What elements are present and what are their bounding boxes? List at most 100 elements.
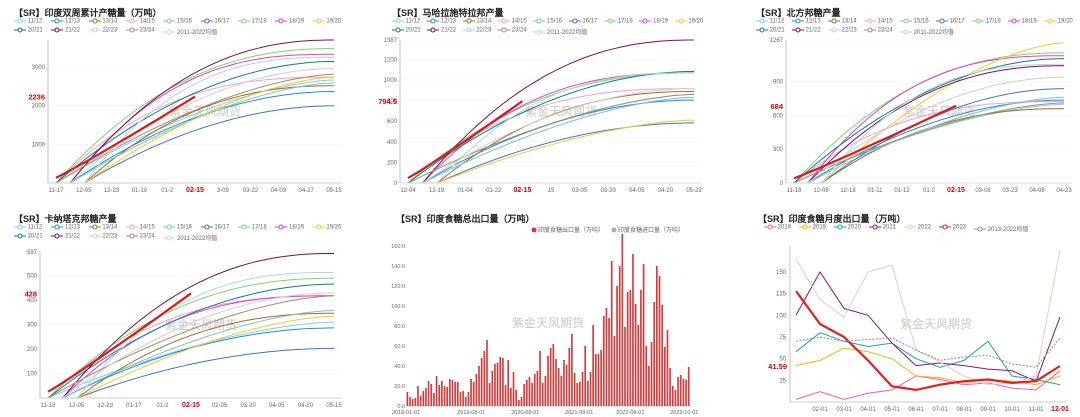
legend-label: 22/23 xyxy=(840,27,857,34)
legend-item[interactable]: 2011-2022均值 xyxy=(900,27,954,36)
legend-item[interactable]: 15/16 xyxy=(900,18,929,25)
legend-item[interactable]: 2020 xyxy=(834,224,861,231)
bar xyxy=(584,346,587,406)
y-tick-label: 2000 xyxy=(32,104,46,110)
x-tick-label: 03-23 xyxy=(1002,188,1018,194)
legend-item[interactable]: 15/16 xyxy=(533,18,562,25)
legend-item[interactable]: 11/12 xyxy=(14,224,42,231)
legend-item[interactable]: 16/17 xyxy=(936,18,965,25)
bar xyxy=(608,318,610,406)
legend-item[interactable]: 20/21 xyxy=(756,27,785,34)
legend-label: 13/14 xyxy=(100,224,118,231)
legend-item[interactable]: 17/18 xyxy=(604,18,633,25)
legend-item[interactable]: 2023 xyxy=(939,224,966,231)
legend-item[interactable]: 2013-2022均值 xyxy=(974,224,1028,233)
legend-item[interactable]: 22/23 xyxy=(828,27,857,34)
legend-item[interactable]: 13/14 xyxy=(88,18,117,25)
legend-item[interactable]: 17/18 xyxy=(238,18,267,25)
bar xyxy=(663,347,666,406)
bar xyxy=(605,308,608,406)
legend-item[interactable]: 19/20 xyxy=(1044,18,1073,25)
bar xyxy=(409,397,411,406)
legend-item[interactable]: 2011-2022均值 xyxy=(163,233,217,242)
legend-item[interactable]: 12/13 xyxy=(792,18,821,25)
legend-item[interactable]: 18/19 xyxy=(275,18,304,25)
legend-item[interactable]: 2021 xyxy=(869,224,896,231)
bar xyxy=(579,382,581,406)
legend-item[interactable]: 15/16 xyxy=(163,224,192,231)
y-tick-label: 50 xyxy=(779,357,786,363)
legend-item[interactable]: 19/20 xyxy=(312,224,341,231)
legend-item[interactable]: 13/14 xyxy=(462,18,491,25)
bar xyxy=(560,376,563,406)
chart-panel-india: 【SR】印度双周累计产糖量（万吨） 11/12 12/13 13/14 14/1… xyxy=(0,0,350,205)
legend-item[interactable]: 21/22 xyxy=(51,233,80,240)
bar xyxy=(613,336,616,406)
chart-legend: 11/12 12/13 13/14 14/15 15/16 16/17 17/1… xyxy=(14,224,350,244)
legend-item[interactable]: 19/20 xyxy=(312,18,341,25)
legend-item[interactable]: 11/12 xyxy=(756,18,784,25)
series-line xyxy=(795,271,1061,382)
legend-item[interactable]: 22/23 xyxy=(88,233,117,240)
series-line xyxy=(56,91,335,184)
current-season-line xyxy=(55,95,196,179)
legend-item[interactable]: 21/22 xyxy=(792,27,821,34)
legend-item[interactable]: 14/15 xyxy=(126,18,155,25)
legend-item[interactable]: 12/13 xyxy=(51,18,80,25)
legend-item[interactable]: 14/15 xyxy=(864,18,893,25)
series-line xyxy=(407,71,694,184)
legend-item[interactable]: 21/22 xyxy=(51,27,80,34)
legend-item[interactable]: 13/14 xyxy=(828,18,857,25)
legend-item[interactable]: 18/19 xyxy=(1008,18,1037,25)
legend-item[interactable]: 2018 xyxy=(764,224,791,231)
legend-item[interactable]: 23/24 xyxy=(126,27,155,34)
series-line xyxy=(793,102,1065,184)
legend-item[interactable]: 20/21 xyxy=(392,27,421,34)
legend-item[interactable]: 11/12 xyxy=(392,18,420,25)
legend-item[interactable]: 22/23 xyxy=(88,27,117,34)
legend-item[interactable]: 印度食糖出口量（万吨） xyxy=(530,225,604,234)
legend-item[interactable]: 12/13 xyxy=(427,18,456,25)
bar xyxy=(459,392,462,406)
legend-item[interactable]: 21/22 xyxy=(427,27,456,34)
legend-item[interactable]: 2022 xyxy=(904,224,931,231)
series-line xyxy=(56,76,335,184)
legend-label: 12/13 xyxy=(63,18,81,25)
legend-item[interactable]: 19/20 xyxy=(674,18,703,25)
legend-label: 22/23 xyxy=(474,27,492,34)
bar xyxy=(488,383,491,406)
legend-item[interactable]: 20/21 xyxy=(14,233,43,240)
legend-label: 21/22 xyxy=(439,27,457,34)
chart-title: 【SR】印度食糖总出口量（万吨） xyxy=(396,214,535,224)
legend-item[interactable]: 17/18 xyxy=(238,224,267,231)
legend-item[interactable]: 18/19 xyxy=(639,18,668,25)
legend-item[interactable]: 11/12 xyxy=(14,18,42,25)
legend-item[interactable]: 23/24 xyxy=(498,27,527,34)
bar xyxy=(573,373,576,406)
chart-plot: 150 125 100 75 50 25 02-01 03-01 04-01 05-01 06-01… xyxy=(768,246,1069,413)
bar xyxy=(518,400,520,406)
chart-legend: 11/12 12/13 13/14 14/15 15/16 16/17 17/1… xyxy=(756,18,1080,38)
legend-item[interactable]: 23/24 xyxy=(126,233,155,240)
legend-item[interactable]: 22/23 xyxy=(462,27,492,34)
legend-item[interactable]: 2019 xyxy=(799,224,826,231)
x-tick-label-highlight: 02-15 xyxy=(182,402,200,409)
legend-item[interactable]: 12/13 xyxy=(51,224,80,231)
legend-item[interactable]: 15/16 xyxy=(163,18,192,25)
legend-item[interactable]: 13/14 xyxy=(88,224,118,231)
legend-item[interactable]: 16/17 xyxy=(200,18,229,25)
bar xyxy=(446,387,448,406)
series-line xyxy=(795,370,1061,400)
legend-item[interactable]: 印度食糖进口量（万吨） xyxy=(610,225,684,234)
legend-item[interactable]: 18/19 xyxy=(275,224,304,231)
series-line xyxy=(407,93,695,184)
legend-item[interactable]: 16/17 xyxy=(200,224,229,231)
legend-item[interactable]: 17/18 xyxy=(972,18,1001,25)
legend-item[interactable]: 2011-2022均值 xyxy=(533,27,587,36)
legend-item[interactable]: 14/15 xyxy=(498,18,527,25)
legend-item[interactable]: 20/21 xyxy=(14,27,43,34)
legend-item[interactable]: 23/24 xyxy=(864,27,893,34)
legend-item[interactable]: 16/17 xyxy=(568,18,597,25)
legend-item[interactable]: 2011-2022均值 xyxy=(163,27,217,36)
legend-item[interactable]: 14/15 xyxy=(126,224,155,231)
